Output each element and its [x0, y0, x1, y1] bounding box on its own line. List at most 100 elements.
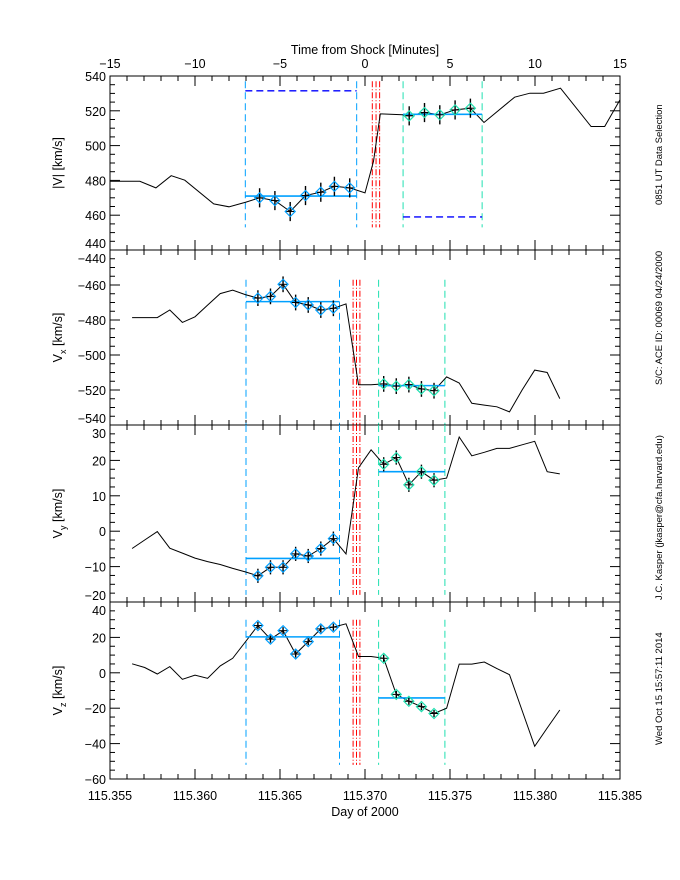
- top-x-tick-label: 10: [528, 57, 542, 71]
- y-axis-title-vy: Vy [km/s]: [51, 489, 68, 539]
- bottom-x-tick-label: 115.365: [258, 789, 302, 803]
- downstream-sample-diamond: [428, 707, 440, 720]
- downstream-sample-diamond: [449, 104, 461, 116]
- upstream-sample-diamond: [327, 532, 340, 545]
- upstream-sample-diamond: [302, 550, 315, 562]
- downstream-sample-diamond: [377, 652, 390, 665]
- upstream-sample-diamond: [252, 292, 264, 304]
- y-tick-label: 20: [92, 454, 106, 468]
- top-x-tick-label: 15: [613, 57, 627, 71]
- y-tick-label: −480: [78, 314, 106, 328]
- upstream-sample-diamond: [264, 633, 277, 646]
- upstream-sample-diamond: [264, 290, 277, 303]
- downstream-sample-diamond: [428, 474, 440, 487]
- y-tick-label: 520: [85, 105, 106, 119]
- downstream-sample-diamond: [390, 451, 403, 464]
- upstream-sample-diamond: [264, 561, 277, 574]
- y-tick-label: 460: [85, 209, 106, 223]
- downstream-sample-diamond: [403, 478, 415, 491]
- downstream-sample-diamond: [390, 380, 403, 392]
- downstream-sample-diamond: [415, 465, 428, 478]
- bottom-axis-title: Day of 2000: [331, 805, 398, 819]
- data-line-vz: [131, 623, 561, 748]
- bottom-x-tick-label: 115.370: [343, 789, 387, 803]
- bottom-x-tick-label: 115.385: [598, 789, 642, 803]
- y-tick-label: −40: [85, 738, 106, 752]
- y-tick-label: −20: [85, 702, 106, 716]
- upstream-sample-diamond: [277, 561, 289, 574]
- data-line-vy: [131, 435, 560, 577]
- y-tick-label: −500: [78, 349, 106, 363]
- bottom-x-tick-label: 115.375: [428, 789, 472, 803]
- downstream-sample-diamond: [464, 102, 477, 115]
- selection-note: 0851 UT Data Selection: [654, 104, 665, 205]
- upstream-sample-diamond: [314, 623, 327, 635]
- upstream-sample-diamond: [252, 569, 264, 582]
- upstream-sample-diamond: [327, 621, 340, 633]
- top-x-tick-label: −10: [184, 57, 205, 71]
- data-line-vx: [132, 283, 561, 413]
- downstream-sample-diamond: [428, 384, 440, 397]
- upstream-sample-diamond: [343, 182, 356, 194]
- bottom-x-tick-label: 115.360: [173, 789, 217, 803]
- downstream-sample-diamond: [403, 695, 415, 708]
- y-tick-label: 0: [99, 667, 106, 681]
- y-tick-label: −540: [78, 412, 106, 426]
- timestamp-note: Wed Oct 15 15:57:11 2014: [654, 632, 665, 745]
- top-x-tick-label: 0: [362, 57, 369, 71]
- y-axis-title-vx: Vx [km/s]: [51, 313, 68, 363]
- bottom-x-tick-label: 115.355: [88, 789, 132, 803]
- y-tick-label: 440: [85, 237, 106, 251]
- upstream-sample-diamond: [328, 180, 341, 193]
- y-tick-label: 40: [92, 604, 106, 618]
- downstream-sample-diamond: [403, 109, 416, 122]
- y-tick-label: 480: [85, 174, 106, 188]
- downstream-sample-diamond: [415, 383, 428, 395]
- y-tick-label: −440: [78, 252, 106, 266]
- top-axis-title: Time from Shock [Minutes]: [291, 43, 439, 57]
- y-tick-label: −460: [78, 279, 106, 293]
- upstream-sample-diamond: [252, 619, 264, 632]
- y-axis-title-speed: |V| [km/s]: [51, 137, 65, 189]
- downstream-sample-diamond: [390, 688, 403, 701]
- top-x-tick-label: 5: [447, 57, 454, 71]
- y-tick-label: −20: [85, 589, 106, 603]
- author-note: J.C. Kasper (jkasper@cfa.harvard.edu): [654, 435, 665, 600]
- y-tick-label: 20: [92, 631, 106, 645]
- y-tick-label: 30: [92, 427, 106, 441]
- y-tick-label: 540: [85, 70, 106, 84]
- upstream-sample-diamond: [302, 299, 315, 311]
- upstream-sample-diamond: [289, 648, 302, 660]
- y-axis-title-vz: Vz [km/s]: [51, 666, 68, 716]
- upstream-sample-diamond: [314, 304, 327, 316]
- spacecraft-note: S/C: ACE ID: 00069 04/24/2000: [654, 251, 665, 385]
- downstream-sample-diamond: [433, 108, 446, 121]
- downstream-sample-diamond: [418, 106, 431, 119]
- top-x-tick-label: −15: [99, 57, 120, 71]
- downstream-sample-diamond: [415, 700, 428, 713]
- upstream-sample-diamond: [269, 194, 281, 207]
- downstream-sample-diamond: [377, 458, 390, 471]
- bottom-x-tick-label: 115.380: [513, 789, 557, 803]
- y-tick-label: 500: [85, 140, 106, 154]
- upstream-sample-diamond: [284, 205, 297, 218]
- upstream-sample-diamond: [314, 542, 327, 555]
- y-tick-label: 0: [99, 525, 106, 539]
- upstream-sample-diamond: [277, 624, 289, 637]
- y-tick-label: 10: [92, 490, 106, 504]
- y-tick-label: −520: [78, 384, 106, 398]
- downstream-sample-diamond: [403, 378, 415, 391]
- y-tick-label: −10: [85, 561, 106, 575]
- data-line-speed: [110, 87, 621, 213]
- upstream-sample-diamond: [289, 296, 302, 309]
- upstream-sample-diamond: [314, 186, 327, 199]
- downstream-sample-diamond: [377, 378, 390, 390]
- y-tick-label: −60: [85, 773, 106, 787]
- upstream-sample-diamond: [299, 189, 312, 202]
- upstream-sample-diamond: [277, 278, 289, 291]
- top-x-tick-label: −5: [273, 57, 287, 71]
- upstream-sample-diamond: [302, 635, 315, 648]
- upstream-sample-diamond: [253, 191, 266, 204]
